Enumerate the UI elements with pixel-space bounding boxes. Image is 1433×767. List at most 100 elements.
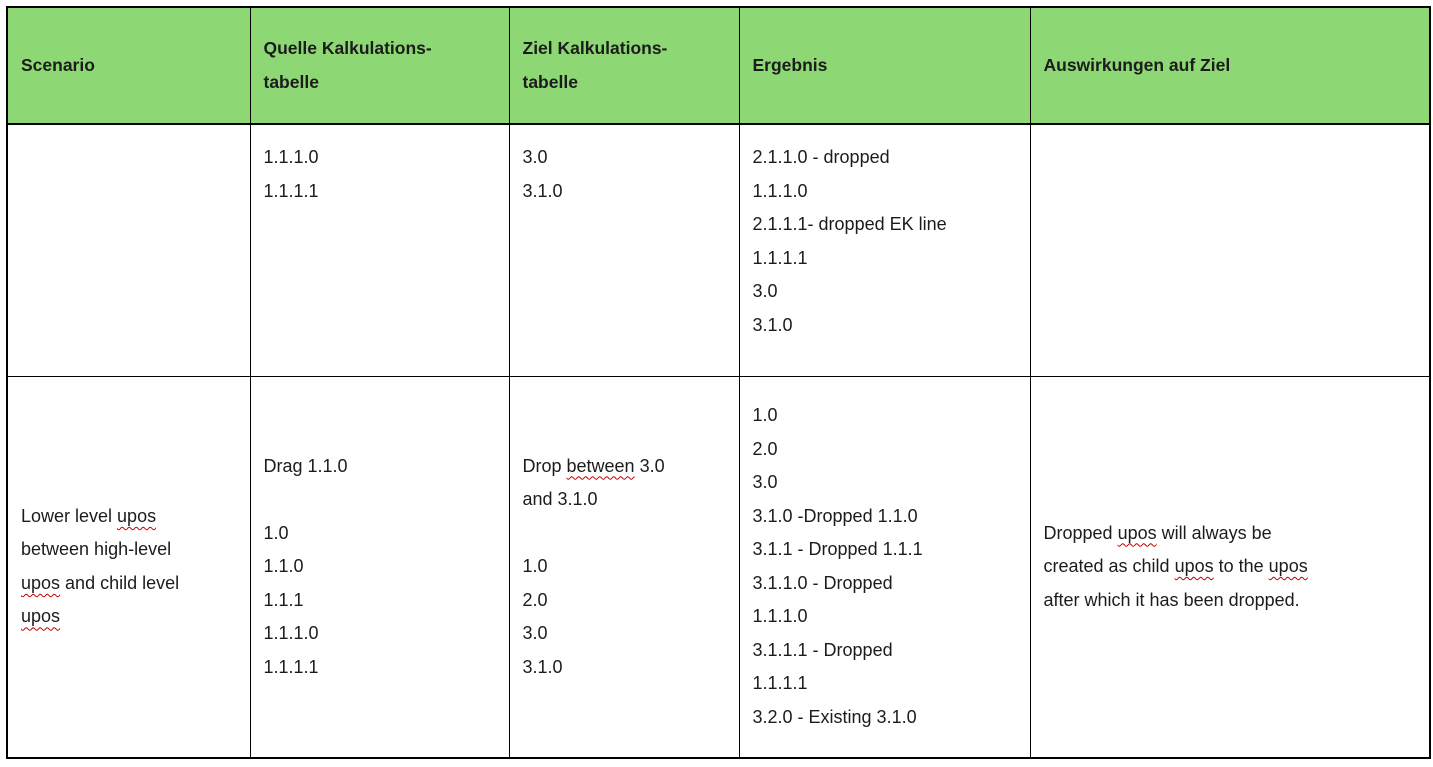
text-line: Ziel Kalkulations-: [523, 32, 726, 66]
text-segment: 2.0: [752, 438, 778, 459]
table-body: 1.1.1.0 1.1.1.1 3.0 3.1.0 2.1.1.0 - dropped 1…: [6, 123, 1431, 759]
text-segment: after which it has been dropped.: [1043, 589, 1300, 610]
text-segment: 1.0: [522, 556, 548, 576]
text-line: upos: [21, 600, 237, 634]
spellcheck-flagged-word: upos: [21, 606, 61, 627]
text-segment: 1.1.1.0: [263, 623, 319, 643]
text-line: [523, 517, 726, 551]
text-line: Lower level upos: [21, 500, 237, 534]
text-segment: Auswirkungen auf Ziel: [1043, 54, 1231, 75]
text-line: 1.1.1.0: [264, 617, 496, 651]
text-segment: 3.1.0 -Dropped 1.1.0: [752, 505, 918, 526]
text-line: 2.0: [753, 433, 1017, 467]
text-segment: 1.0: [752, 405, 778, 426]
text-line: tabelle: [264, 66, 496, 100]
text-segment: 3.2.0 - Existing 3.1.0: [752, 706, 917, 727]
text-segment: 2.0: [522, 589, 548, 610]
spellcheck-flagged-word: upos: [1174, 556, 1214, 576]
text-segment: 1.0: [263, 522, 289, 543]
text-line: 2.1.1.1- dropped EK line: [753, 208, 1017, 242]
text-line: 3.1.1 - Dropped 1.1.1: [753, 533, 1017, 567]
text-line: created as child upos to the upos: [1044, 550, 1417, 584]
text-segment: 3.0: [634, 455, 665, 476]
text-line: tabelle: [523, 66, 726, 100]
cell-row-1-auswirkungen: [1029, 123, 1431, 377]
spellcheck-flagged-word: upos: [21, 572, 61, 593]
text-segment: 2.1.1.0 - dropped: [752, 147, 890, 167]
text-segment: 3.1.0: [522, 180, 563, 201]
text-segment: 3.1.1.1 - Dropped: [752, 639, 893, 660]
column-header-scenario: Scenario: [6, 6, 251, 125]
text-line: 1.1.1.1: [264, 175, 496, 209]
text-line: 3.1.0: [753, 309, 1017, 343]
cell-row-1-quelle: 1.1.1.0 1.1.1.1: [249, 123, 510, 377]
text-line: 1.0: [264, 517, 496, 551]
spellcheck-flagged-word: upos: [117, 505, 157, 526]
text-line: 1.0: [753, 399, 1017, 433]
text-line: between high-level: [21, 533, 237, 567]
text-segment: 3.1.1.0 - Dropped: [752, 572, 893, 593]
text-segment: tabelle: [263, 71, 319, 92]
scenario-table: Scenario Quelle Kalkulations-tabelle Ziel …: [6, 6, 1431, 759]
column-header-ziel: Ziel Kalkulations-tabelle: [508, 6, 740, 125]
text-segment: 1.1.1.1: [752, 247, 808, 268]
text-line: 1.1.1.0: [753, 600, 1017, 634]
text-line: Scenario: [21, 49, 237, 83]
table-row-row-1: 1.1.1.0 1.1.1.1 3.0 3.1.0 2.1.1.0 - dropped 1…: [6, 123, 1431, 377]
text-segment: 3.1.0: [522, 656, 563, 677]
text-segment: Quelle Kalkulations-: [263, 38, 432, 58]
text-segment: 2.1.1.1- dropped EK line: [752, 214, 947, 234]
text-segment: 3.0: [752, 472, 778, 493]
text-line: Drop between 3.0: [523, 450, 726, 484]
text-segment: Scenario: [21, 54, 95, 75]
text-line: 1.1.1.1: [753, 242, 1017, 276]
text-line: Dropped upos will always be: [1044, 517, 1417, 551]
text-line: Auswirkungen auf Ziel: [1044, 49, 1417, 83]
cell-row-1-ergebnis: 2.1.1.0 - dropped 1.1.1.0 2.1.1.1- dropped…: [738, 123, 1031, 377]
table-row-row-2: Lower level upos between high-level upos a…: [6, 375, 1431, 759]
text-line: after which it has been dropped.: [1044, 584, 1417, 618]
text-line: 3.0: [523, 141, 726, 175]
text-segment: to the: [1213, 556, 1269, 576]
text-segment: 3.1.0: [752, 314, 793, 335]
text-segment: 1.1.0: [263, 556, 304, 576]
text-line: 3.1.1.0 - Dropped: [753, 567, 1017, 601]
text-line: 3.1.0: [523, 175, 726, 209]
text-line: 2.1.1.0 - dropped: [753, 141, 1017, 175]
text-segment: 3.0: [522, 147, 548, 167]
text-segment: Lower level: [21, 505, 118, 526]
text-line: 1.1.1.1: [264, 651, 496, 685]
text-line: Quelle Kalkulations-: [264, 32, 496, 66]
text-segment: 1.1.1.1: [752, 673, 808, 694]
text-line: 3.1.1.1 - Dropped: [753, 634, 1017, 668]
text-segment: and 3.1.0: [522, 489, 598, 509]
text-line: [264, 483, 496, 517]
header-row: Scenario Quelle Kalkulations-tabelle Ziel …: [6, 6, 1431, 125]
text-line: 1.1.1.0: [753, 175, 1017, 209]
cell-row-2-ergebnis: 1.0 2.0 3.0 3.1.0 -Dropped 1.1.0 3.1.1 - Dro…: [738, 375, 1031, 759]
text-segment: Ziel Kalkulations-: [522, 38, 668, 58]
text-line: 1.1.0: [264, 550, 496, 584]
column-header-ergebnis: Ergebnis: [738, 6, 1031, 125]
cell-row-2-ziel: Drop between 3.0 and 3.1.0 1.0 2.0 3.0 3.1.0: [508, 375, 740, 759]
text-segment: Dropped: [1043, 522, 1118, 543]
text-line: 3.1.0 -Dropped 1.1.0: [753, 500, 1017, 534]
table-header: Scenario Quelle Kalkulations-tabelle Ziel …: [6, 6, 1431, 125]
cell-row-1-scenario: [6, 123, 251, 377]
text-segment: tabelle: [522, 71, 578, 92]
text-line: and 3.1.0: [523, 483, 726, 517]
text-segment: 1.1.1: [263, 589, 304, 610]
text-segment: Drop: [522, 455, 567, 476]
column-header-auswirkungen: Auswirkungen auf Ziel: [1029, 6, 1431, 125]
cell-row-2-quelle: Drag 1.1.0 1.0 1.1.0 1.1.1 1.1.1.0 1.1.1.1: [249, 375, 510, 759]
text-segment: 1.1.1.0: [752, 606, 808, 627]
cell-row-2-scenario: Lower level upos between high-level upos a…: [6, 375, 251, 759]
column-header-quelle: Quelle Kalkulations-tabelle: [249, 6, 510, 125]
text-segment: 3.0: [522, 623, 548, 643]
text-line: 3.0: [523, 617, 726, 651]
text-line: 3.2.0 - Existing 3.1.0: [753, 701, 1017, 735]
text-line: upos and child level: [21, 567, 237, 601]
spellcheck-flagged-word: between: [566, 455, 635, 476]
spellcheck-flagged-word: upos: [1117, 522, 1157, 543]
text-segment: 1.1.1.0: [263, 147, 319, 167]
